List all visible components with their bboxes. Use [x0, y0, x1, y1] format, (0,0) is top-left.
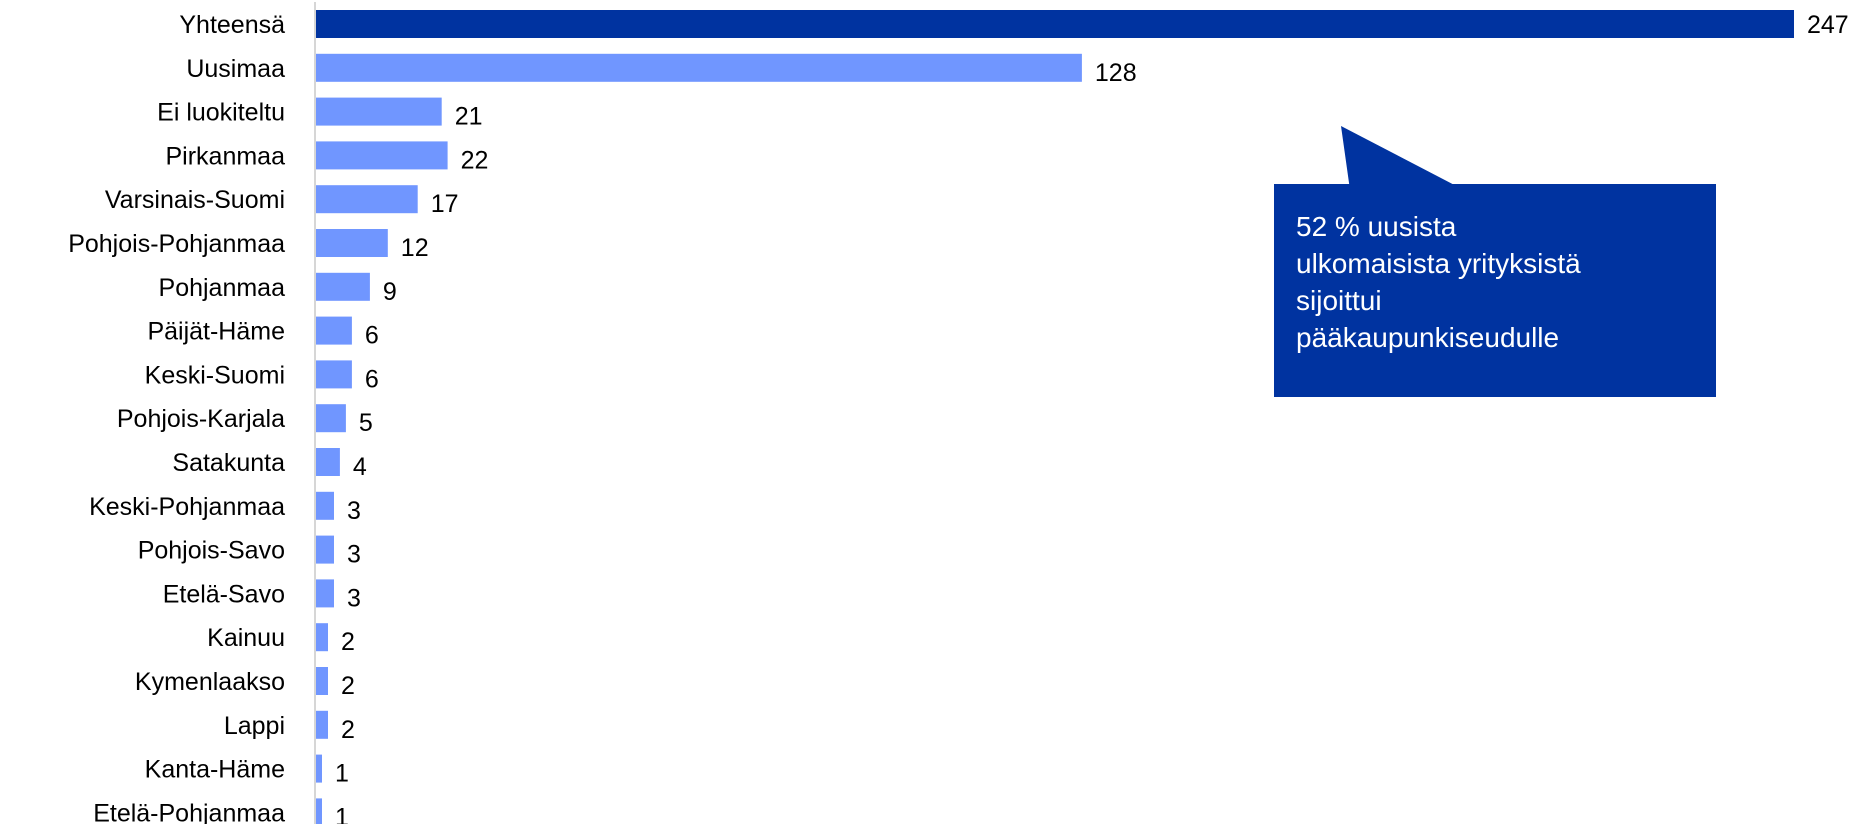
- category-label: Varsinais-Suomi: [105, 186, 285, 214]
- value-label: 6: [365, 322, 379, 350]
- category-label: Keski-Suomi: [145, 361, 285, 389]
- bar-kymenlaakso: [316, 667, 328, 695]
- bar-pohjois-pohjanmaa: [316, 229, 388, 257]
- callout-line-3: sijoittui: [1296, 285, 1382, 316]
- bar-satakunta: [316, 448, 340, 476]
- bar-ei-luokiteltu: [316, 97, 442, 126]
- bar-lappi: [316, 710, 328, 739]
- callout-line-2: ulkomaisista yrityksistä: [1296, 248, 1581, 279]
- bar-kainuu: [316, 623, 328, 652]
- bar-pirkanmaa: [316, 141, 448, 170]
- value-label: 2: [341, 628, 355, 656]
- bar-etelä-savo: [316, 579, 334, 608]
- bar-päijät-häme: [316, 316, 352, 345]
- callout-line-4: pääkaupunkiseudulle: [1296, 322, 1560, 353]
- category-label: Kainuu: [207, 624, 285, 652]
- value-label: 21: [455, 103, 483, 131]
- category-label: Pohjois-Karjala: [117, 405, 285, 433]
- value-label: 3: [347, 584, 361, 612]
- value-label: 9: [383, 278, 397, 306]
- value-label: 3: [347, 541, 361, 569]
- value-label: 3: [347, 497, 361, 525]
- value-label: 6: [365, 365, 379, 393]
- category-label: Lappi: [224, 712, 285, 740]
- value-label: 17: [431, 190, 459, 218]
- callout-box: 52 % uusista ulkomaisista yrityksistä si…: [1274, 184, 1716, 397]
- category-label: Pirkanmaa: [166, 142, 286, 170]
- bar-yhteensä: [316, 10, 1794, 38]
- value-label: 1: [335, 803, 349, 824]
- bar-keski-pohjanmaa: [316, 491, 334, 520]
- category-label: Pohjois-Pohjanmaa: [68, 230, 285, 258]
- bar-pohjanmaa: [316, 272, 370, 301]
- value-label: 2: [341, 716, 355, 744]
- bar-uusimaa: [316, 53, 1082, 82]
- bar-keski-suomi: [316, 360, 352, 389]
- bars-layer: [316, 10, 1794, 824]
- category-label: Uusimaa: [186, 55, 285, 83]
- value-label: 4: [353, 453, 367, 481]
- category-label: Kanta-Häme: [145, 756, 285, 784]
- bar-varsinais-suomi: [316, 185, 418, 214]
- value-label: 2: [341, 672, 355, 700]
- category-label: Päijät-Häme: [147, 318, 285, 346]
- category-label: Satakunta: [172, 449, 285, 477]
- value-label: 247: [1807, 11, 1849, 39]
- bar-pohjois-karjala: [316, 404, 346, 433]
- category-label: Etelä-Savo: [163, 580, 285, 608]
- category-label: Keski-Pohjanmaa: [89, 493, 285, 521]
- category-label: Ei luokiteltu: [157, 99, 285, 127]
- value-label: 12: [401, 234, 429, 262]
- value-label: 1: [335, 760, 349, 788]
- value-label: 22: [461, 146, 489, 174]
- bar-kanta-häme: [316, 754, 322, 783]
- category-label: Yhteensä: [179, 11, 285, 39]
- category-label: Etelä-Pohjanmaa: [93, 799, 285, 824]
- bar-etelä-pohjanmaa: [316, 798, 322, 824]
- category-label: Kymenlaakso: [135, 668, 285, 696]
- category-label: Pohjois-Savo: [138, 537, 285, 565]
- category-label: Pohjanmaa: [159, 274, 286, 302]
- callout-line-1: 52 % uusista: [1296, 211, 1457, 242]
- value-label: 5: [359, 409, 373, 437]
- bar-pohjois-savo: [316, 535, 334, 564]
- value-label: 128: [1095, 59, 1137, 87]
